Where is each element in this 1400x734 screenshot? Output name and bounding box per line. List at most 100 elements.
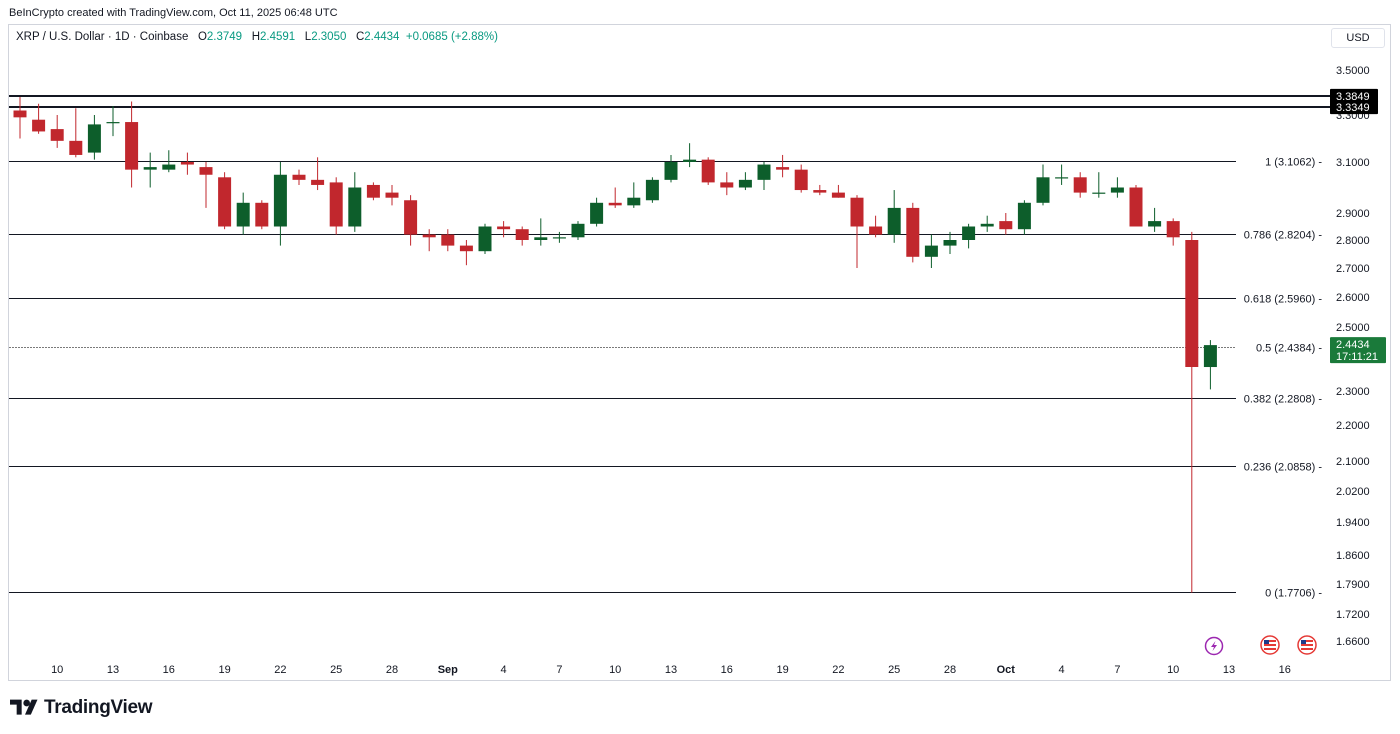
symbol-legend: XRP / U.S. Dollar · 1D · Coinbase O2.374… <box>16 31 498 43</box>
us-flag-event-icon-2[interactable] <box>1297 635 1317 655</box>
low-value: 2.3050 <box>311 31 347 43</box>
candle-aug-12 <box>87 115 101 160</box>
event-icons[interactable] <box>1204 635 1317 656</box>
candle-body <box>1055 177 1069 179</box>
fib-label-3: 0.5 (2.4384) - <box>1256 343 1322 355</box>
candle-oct-1 <box>1017 200 1031 235</box>
price-tick-6: 2.6000 <box>1336 292 1370 304</box>
time-tick-14: 22 <box>832 664 844 676</box>
price-tick-12: 1.9400 <box>1336 517 1370 529</box>
candle-oct-2 <box>1036 164 1050 206</box>
candle-sep-4 <box>515 226 529 246</box>
candle-oct-5 <box>1092 172 1106 198</box>
time-tick-10: 10 <box>609 664 621 676</box>
currency-button[interactable]: USD <box>1331 28 1385 48</box>
candle-aug-15 <box>143 152 157 188</box>
candle-body <box>329 182 343 227</box>
time-tick-1: 13 <box>107 664 119 676</box>
candle-sep-28 <box>962 223 976 249</box>
time-tick-15: 25 <box>888 664 900 676</box>
candle-body <box>311 179 325 185</box>
candle-aug-29 <box>404 195 418 246</box>
time-tick-19: 7 <box>1114 664 1120 676</box>
candle-sep-6 <box>552 231 566 243</box>
candle-body <box>32 119 46 132</box>
chart-frame <box>8 24 1391 681</box>
candle-body <box>887 207 901 235</box>
fib-label-5: 0.236 (2.0858) - <box>1244 462 1323 474</box>
candle-body <box>1203 345 1217 368</box>
price-tick-15: 1.7200 <box>1336 609 1370 621</box>
candle-body <box>199 167 213 175</box>
fib-levels: 1 (3.1062) - 0.786 (2.8204) - 0.618 (2.596… <box>9 157 1322 600</box>
candle-body <box>292 174 306 180</box>
candle-body <box>366 184 380 198</box>
candle-body <box>869 226 883 235</box>
candle-body <box>999 221 1013 230</box>
candle-oct-10 <box>1185 231 1199 593</box>
high-label: H <box>251 31 260 43</box>
price-axis[interactable]: 3.50003.30003.10002.90002.80002.70002.60… <box>1336 65 1370 648</box>
candle-body <box>831 192 845 198</box>
candle-body <box>13 110 27 118</box>
price-tick-13: 1.8600 <box>1336 550 1370 562</box>
candle-sep-17 <box>757 162 771 191</box>
candle-aug-11 <box>69 108 83 158</box>
candle-sep-27 <box>943 231 957 254</box>
candle-body <box>497 226 511 230</box>
candle-sep-20 <box>813 184 827 196</box>
fib-label-4: 0.382 (2.2808) - <box>1244 394 1323 406</box>
candle-body <box>236 202 250 227</box>
candle-body <box>87 124 101 153</box>
time-tick-4: 22 <box>274 664 286 676</box>
candle-body <box>534 237 548 240</box>
candle-body <box>664 162 678 180</box>
candle-aug-26 <box>348 172 362 232</box>
candle-body <box>701 159 715 183</box>
price-tick-10: 2.1000 <box>1336 456 1370 468</box>
candle-sep-18 <box>776 154 790 178</box>
candle-aug-19 <box>218 172 232 230</box>
candle-sep-26 <box>924 234 938 268</box>
tradingview-logo[interactable]: TradingView <box>10 697 153 719</box>
time-tick-13: 19 <box>776 664 788 676</box>
time-tick-9: 7 <box>556 664 562 676</box>
candle-sep-25 <box>906 202 920 263</box>
time-tick-20: 10 <box>1167 664 1179 676</box>
price-tick-8: 2.3000 <box>1336 386 1370 398</box>
price-tick-2: 3.1000 <box>1336 157 1370 169</box>
last-price-badge-bg <box>1330 337 1386 364</box>
candle-oct-6 <box>1110 177 1124 198</box>
price-tick-14: 1.7900 <box>1336 579 1370 591</box>
candle-sep-1 <box>459 240 473 266</box>
candle-aug-16 <box>162 150 176 173</box>
time-tick-18: 4 <box>1059 664 1065 676</box>
candle-sep-24 <box>887 190 901 243</box>
candle-body <box>943 240 957 246</box>
candle-aug-17 <box>180 152 194 175</box>
resistance-badge-text: 3.3849 <box>1336 91 1370 103</box>
lightning-event-icon[interactable] <box>1204 636 1224 656</box>
resistance-badge-1: 3.3349 <box>1330 100 1378 115</box>
candle-body <box>162 164 176 170</box>
candle-sep-23 <box>869 215 883 238</box>
chart-credit: BeInCrypto created with TradingView.com,… <box>9 7 338 19</box>
candle-body <box>1110 187 1124 193</box>
candle-aug-31 <box>441 229 455 252</box>
price-tick-16: 1.6600 <box>1336 636 1370 648</box>
candle-body <box>1148 221 1162 227</box>
time-tick-5: 25 <box>330 664 342 676</box>
open-value: 2.3749 <box>206 31 243 43</box>
candle-body <box>50 129 64 141</box>
price-tick-7: 2.5000 <box>1336 322 1370 334</box>
candle-sep-29 <box>980 215 994 232</box>
symbol-title[interactable]: XRP / U.S. Dollar · 1D · Coinbase <box>16 31 189 43</box>
us-flag-event-icon[interactable] <box>1260 635 1280 655</box>
fib-label-6: 0 (1.7706) - <box>1265 588 1322 600</box>
candle-body <box>1166 221 1180 238</box>
candle-sep-19 <box>794 164 808 193</box>
time-axis[interactable]: 10 13 16 19 22 25 28 Sep 4 7 10 13 16 19 22 25 28 Oct 4 7 10… <box>51 664 1291 676</box>
candle-body <box>924 245 938 257</box>
